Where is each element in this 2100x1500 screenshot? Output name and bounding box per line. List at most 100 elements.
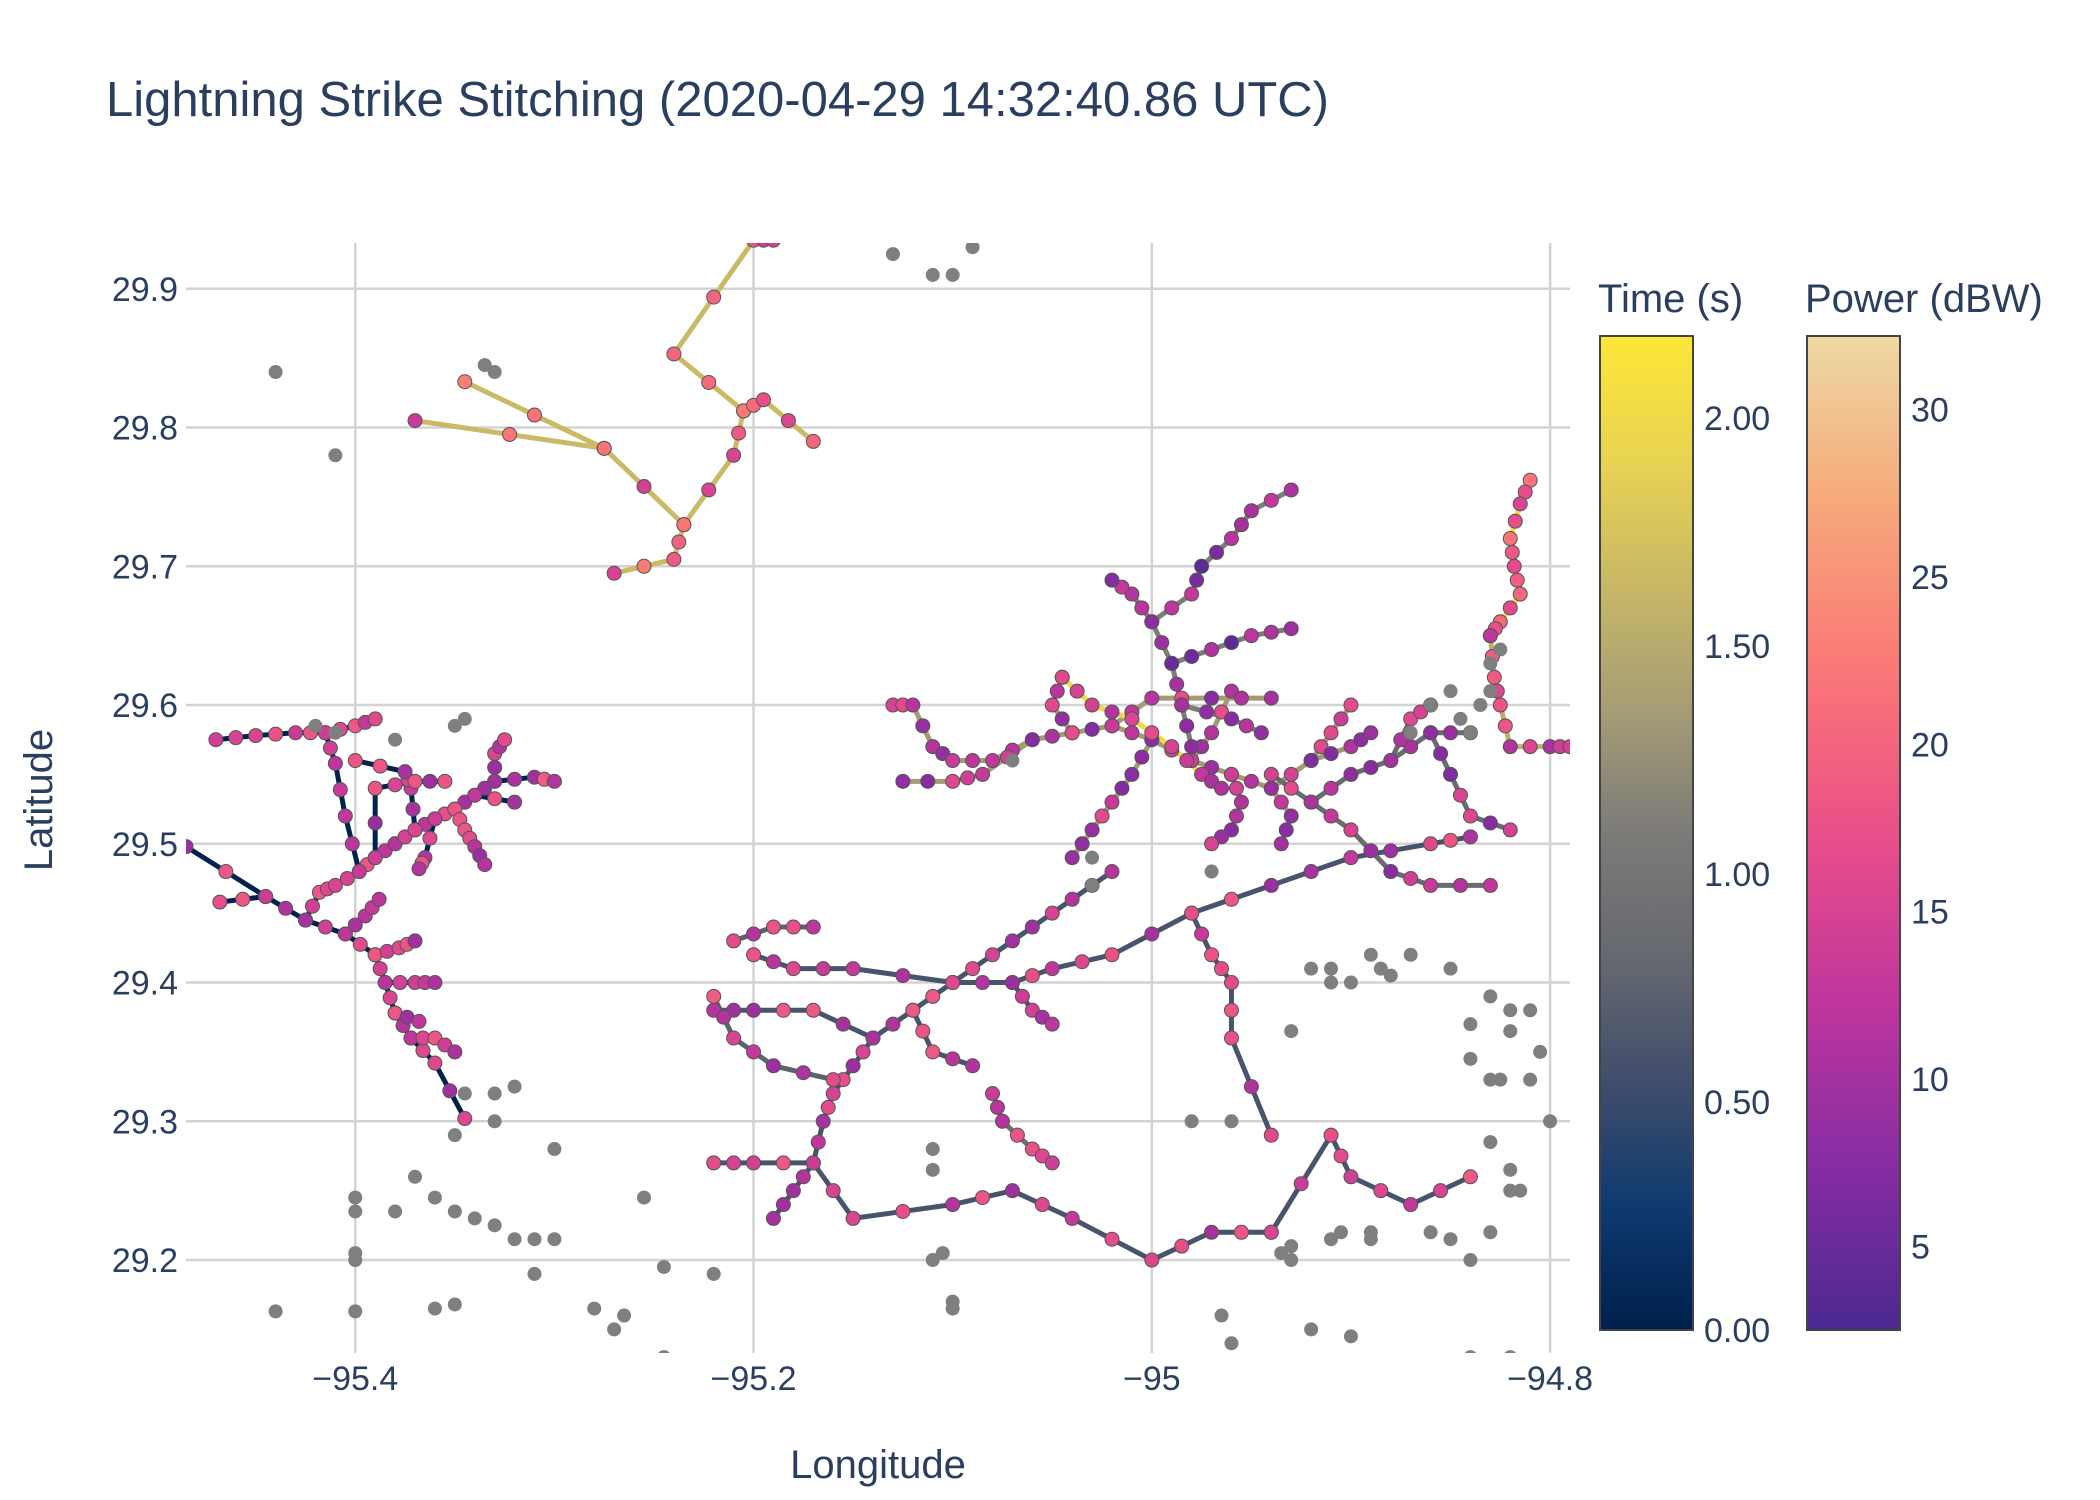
strike-point[interactable]	[835, 1016, 851, 1032]
strike-point[interactable]	[405, 801, 421, 817]
strike-point[interactable]	[1363, 725, 1379, 741]
strike-point[interactable]	[965, 961, 981, 977]
strike-point[interactable]	[367, 850, 383, 866]
unlinked-strike-point[interactable]	[617, 1308, 632, 1323]
strike-point[interactable]	[701, 374, 717, 390]
strike-point[interactable]	[497, 732, 513, 748]
unlinked-strike-point[interactable]	[348, 1190, 363, 1205]
strike-point[interactable]	[1134, 749, 1150, 765]
unlinked-strike-point[interactable]	[1443, 961, 1458, 976]
unlinked-strike-point[interactable]	[587, 1301, 602, 1316]
unlinked-strike-point[interactable]	[1423, 1225, 1438, 1240]
strike-point[interactable]	[1443, 766, 1459, 782]
strike-point[interactable]	[1134, 600, 1150, 616]
unlinked-strike-point[interactable]	[1463, 725, 1478, 740]
strike-point[interactable]	[746, 1002, 762, 1018]
strike-point[interactable]	[756, 233, 771, 248]
unlinked-strike-point[interactable]	[925, 1162, 940, 1177]
unlinked-strike-point[interactable]	[1523, 1072, 1538, 1087]
strike-point[interactable]	[895, 968, 911, 984]
strike-point[interactable]	[1303, 864, 1319, 880]
unlinked-strike-point[interactable]	[427, 1190, 442, 1205]
strike-point[interactable]	[805, 919, 821, 935]
strike-point[interactable]	[815, 1113, 831, 1129]
strike-point[interactable]	[1343, 822, 1359, 838]
unlinked-strike-point[interactable]	[1483, 1072, 1498, 1087]
unlinked-strike-point[interactable]	[1304, 1322, 1319, 1337]
strike-point[interactable]	[208, 732, 224, 748]
strike-point[interactable]	[765, 954, 781, 970]
strike-point[interactable]	[507, 771, 523, 787]
strike-point[interactable]	[407, 822, 423, 838]
unlinked-strike-point[interactable]	[935, 1246, 950, 1261]
strike-point[interactable]	[785, 961, 801, 977]
unlinked-strike-point[interactable]	[1363, 947, 1378, 962]
strike-point[interactable]	[1433, 1183, 1449, 1199]
strike-point[interactable]	[1179, 753, 1195, 769]
strike-point[interactable]	[1164, 655, 1180, 671]
strike-point[interactable]	[1283, 808, 1299, 824]
unlinked-strike-point[interactable]	[925, 1253, 940, 1268]
unlinked-strike-point[interactable]	[1483, 684, 1498, 699]
unlinked-strike-point[interactable]	[1503, 1024, 1518, 1039]
unlinked-strike-point[interactable]	[1523, 1003, 1538, 1018]
strike-point[interactable]	[746, 947, 762, 963]
strike-point[interactable]	[1263, 492, 1279, 508]
strike-point[interactable]	[235, 891, 251, 907]
strike-point[interactable]	[1504, 544, 1520, 560]
unlinked-strike-point[interactable]	[487, 1218, 502, 1233]
strike-point[interactable]	[1044, 728, 1060, 744]
unlinked-strike-point[interactable]	[447, 1128, 462, 1143]
strike-point[interactable]	[795, 1169, 811, 1185]
strike-point[interactable]	[339, 870, 355, 886]
unlinked-strike-point[interactable]	[447, 1297, 462, 1312]
strike-point[interactable]	[895, 773, 911, 789]
strike-point[interactable]	[1303, 753, 1319, 769]
strike-point[interactable]	[1223, 975, 1239, 991]
unlinked-strike-point[interactable]	[657, 1350, 671, 1364]
strike-point[interactable]	[1054, 669, 1070, 685]
strike-point[interactable]	[1482, 815, 1498, 831]
strike-point[interactable]	[895, 1203, 911, 1219]
unlinked-strike-point[interactable]	[527, 1232, 542, 1247]
strike-point[interactable]	[845, 1210, 861, 1226]
unlinked-strike-point[interactable]	[1483, 1135, 1498, 1150]
strike-point[interactable]	[407, 933, 423, 949]
strike-point[interactable]	[945, 1051, 961, 1067]
strike-point[interactable]	[322, 740, 338, 756]
strike-point[interactable]	[1164, 600, 1180, 616]
strike-point[interactable]	[1084, 697, 1100, 713]
strike-point[interactable]	[1423, 836, 1439, 852]
strike-point[interactable]	[636, 479, 652, 495]
strike-point[interactable]	[1004, 975, 1020, 991]
unlinked-strike-point[interactable]	[547, 1232, 562, 1247]
unlinked-strike-point[interactable]	[487, 1086, 502, 1101]
strike-point[interactable]	[1486, 669, 1502, 685]
strike-point[interactable]	[1243, 773, 1259, 789]
strike-point[interactable]	[1104, 947, 1120, 963]
strike-point[interactable]	[487, 791, 503, 807]
strike-point[interactable]	[960, 770, 976, 786]
unlinked-strike-point[interactable]	[388, 1204, 403, 1219]
strike-point[interactable]	[765, 919, 781, 935]
strike-point[interactable]	[994, 1113, 1010, 1129]
strike-point[interactable]	[1223, 891, 1239, 907]
strike-point[interactable]	[317, 919, 333, 935]
unlinked-strike-point[interactable]	[507, 1232, 522, 1247]
strike-point[interactable]	[372, 758, 388, 774]
strike-point[interactable]	[1044, 697, 1060, 713]
strike-point[interactable]	[1204, 836, 1220, 852]
strike-point[interactable]	[726, 1030, 742, 1046]
strike-point[interactable]	[915, 1023, 931, 1039]
unlinked-strike-point[interactable]	[1324, 1232, 1339, 1247]
strike-point[interactable]	[825, 1086, 841, 1102]
strike-point[interactable]	[1509, 572, 1525, 588]
strike-point[interactable]	[1214, 780, 1230, 796]
unlinked-strike-point[interactable]	[507, 1079, 522, 1094]
strike-point[interactable]	[415, 1043, 431, 1059]
strike-point[interactable]	[666, 346, 682, 362]
unlinked-strike-point[interactable]	[388, 732, 403, 747]
unlinked-strike-point[interactable]	[1324, 961, 1339, 976]
strike-point[interactable]	[1054, 711, 1070, 727]
strike-point[interactable]	[1114, 780, 1130, 796]
